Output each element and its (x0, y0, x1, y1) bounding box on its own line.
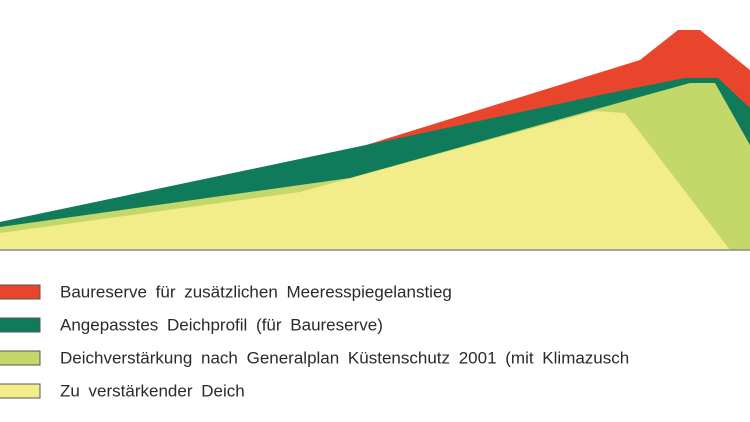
existing-dike (0, 111, 730, 250)
legend-swatch (0, 383, 41, 399)
legend-label: Angepasstes Deichprofil (für Baureserve) (60, 315, 383, 334)
legend-label: Zu verstärkender Deich (60, 381, 245, 400)
legend-swatch (0, 350, 41, 366)
legend-swatch (0, 317, 41, 333)
legend-swatch (0, 284, 41, 300)
dike-profile (0, 30, 750, 251)
legend: Baureserve für zusätzlichen Meeresspiege… (0, 282, 629, 400)
legend-label: Baureserve für zusätzlichen Meeresspiege… (60, 282, 452, 301)
legend-label: Deichverstärkung nach Generalplan Küsten… (60, 348, 629, 367)
